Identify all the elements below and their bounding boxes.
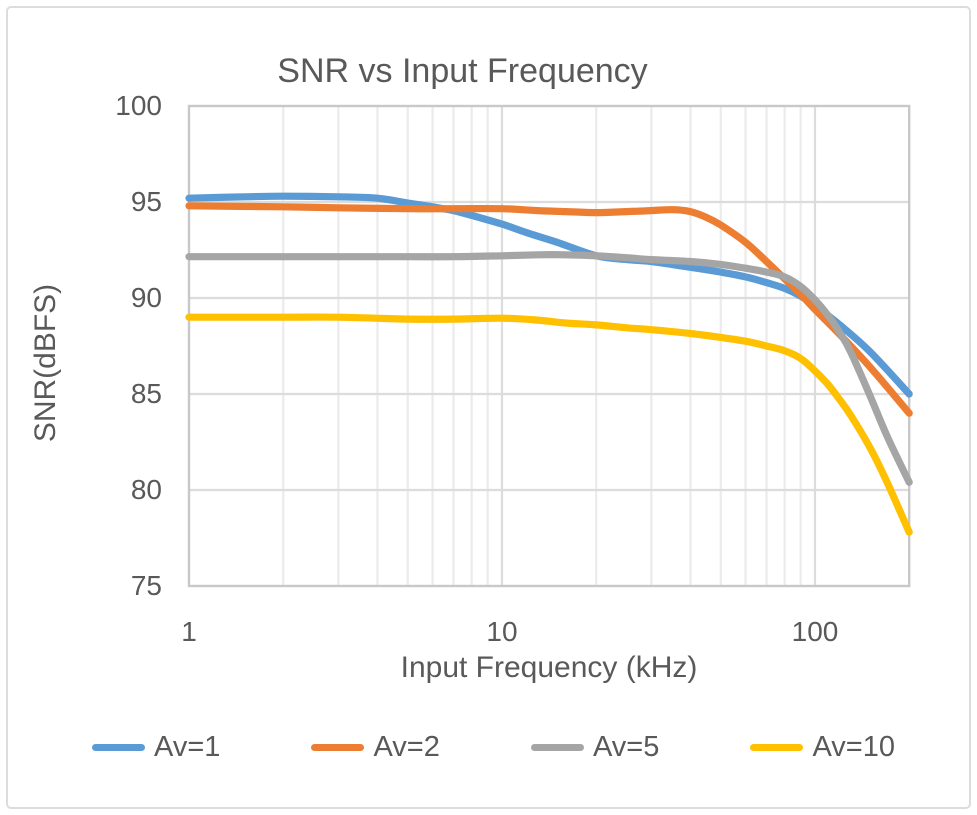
legend-item-av1: Av=1 [92,727,220,767]
x-tick-label-1: 1 [181,616,197,647]
legend-line-av5-icon [530,743,584,751]
series-line-av2 [185,202,913,417]
legend-line-av1-icon [92,743,145,751]
y-tick-label-75: 75 [130,570,162,601]
y-tick-label-100: 100 [115,90,162,121]
legend-label-av10: Av=10 [812,731,895,763]
y-tick-label-90: 90 [130,282,162,313]
y-tick-label-85: 85 [130,378,162,409]
legend-item-av2: Av=2 [311,727,440,767]
legend-label-av5: Av=5 [592,731,660,763]
legend-label-av1: Av=1 [154,731,221,763]
y-tick-label-80: 80 [130,474,162,505]
x-axis-title: Input Frequency (kHz) [400,651,698,684]
x-tick-label-100: 100 [791,616,839,647]
y-tick-label-95: 95 [130,186,162,217]
x-tick-label-10: 10 [486,616,518,647]
legend: Av=1 Av=2 Av=5 Av=10 [92,727,895,767]
legend-label-av2: Av=2 [373,731,440,763]
chart-title: SNR vs Input Frequency [277,52,648,90]
series-line-av5 [185,251,913,486]
legend-item-av10: Av=10 [750,727,895,767]
legend-item-av5: Av=5 [530,727,660,767]
series-line-av10 [185,313,913,536]
legend-line-av2-icon [311,743,365,751]
legend-line-av10-icon [750,743,804,751]
